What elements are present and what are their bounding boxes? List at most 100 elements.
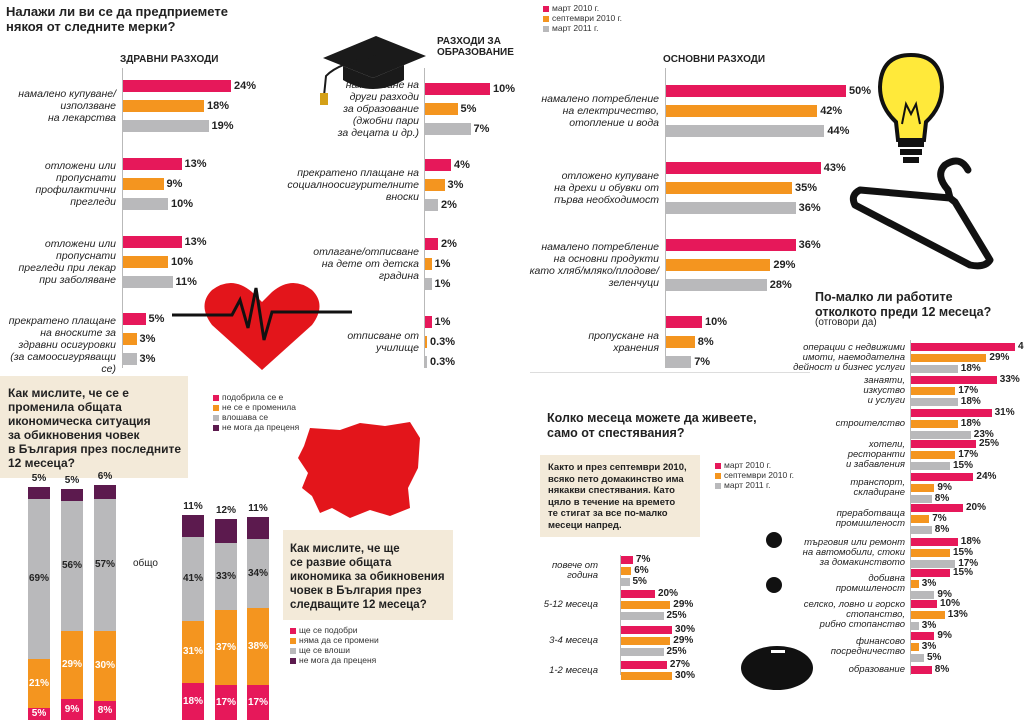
basic-bar [666,279,767,291]
basic-value-label: 42% [820,105,843,117]
education-bar [425,238,438,250]
next12-q-line-1: Как мислите, че ще [290,543,400,555]
next12-segment [182,537,204,621]
health-value-label: 3% [139,353,156,365]
work-bar [911,473,974,481]
savings-axis [620,555,621,675]
basic-bar [666,336,695,348]
top-legend-item-3: март 2011 г. [543,23,622,33]
basic-bar [666,316,702,328]
top-legend-item-2: септември 2010 г. [543,13,622,23]
health-value-label: 9% [166,178,183,190]
work-value-label: 8% [934,493,950,504]
work-value-label: 3% [921,578,937,589]
work-bar [911,376,997,384]
education-value-label: 1% [434,278,451,290]
work-bar [911,515,930,523]
health-group-label: прекратено плащане на вноските за здравни … [8,315,116,375]
work-value-label: 9% [937,630,952,641]
past12-q-line-5: в България през последните [8,442,181,456]
past12-segment [28,498,50,660]
basic-bar [666,105,818,117]
coin-icon-2 [766,577,782,593]
basic-value-label: 8% [697,336,714,348]
work-bar [911,462,950,470]
work-value-label: 23% [973,429,994,440]
savings-note-line-6: месеци напред. [548,519,622,531]
work-value-label: 25% [979,438,1000,449]
work-bar [911,549,950,557]
past12-segment-label: 30% [94,660,115,672]
work-axis [910,340,911,675]
next12-question-box [283,530,453,620]
health-value-label: 24% [234,80,257,92]
savings-group-label: 1-2 месеца [549,664,598,676]
next12-segment [215,543,237,611]
education-bar [425,179,445,191]
next12-q-line-4: човек в България през [290,585,422,597]
savings-bar [621,567,632,575]
savings-group-label: 5-12 месеца [543,599,598,610]
health-axis [122,68,123,368]
basic-bar [666,182,792,194]
basic-group-label: намалено потребление на електричество, ото… [541,93,659,129]
education-value-label: 1% [434,316,451,328]
savings-legend-item-1: март 2010 г. [715,460,794,470]
next12-segment-label: 38% [247,640,268,652]
next12-legend-item-2: няма да се промени [290,635,379,645]
work-value-label: 8% [934,664,950,675]
savings-legend: март 2010 г. септември 2010 г. март 2011… [715,460,794,490]
education-group-label: отлагане/отписване на дете от детска гради… [313,246,419,282]
education-value-label: 1% [434,258,451,270]
work-value-label: 24% [976,471,997,482]
work-value-label: 33% [999,374,1020,385]
health-value-label: 19% [211,120,234,132]
past12-segment-label: 5% [31,708,47,720]
savings-bar [621,672,672,680]
savings-group-label: повече от година [551,560,598,581]
savings-bar [621,626,672,634]
work-group-label: добивна промишленост [835,573,905,594]
work-value-label: 18% [960,536,981,547]
education-value-label: 2% [441,199,457,211]
basic-bar [666,202,796,214]
education-bar [425,278,432,290]
work-bar [911,580,919,588]
basic-bar [666,125,825,137]
health-value-label: 13% [184,158,207,170]
past12-segment-label: 69% [28,573,49,585]
next12-legend-item-4: не мога да преценя [290,655,379,665]
education-bar [425,83,490,95]
health-bar [123,198,168,210]
work-bar [911,365,958,373]
savings-note-line-3: някакви спестявания. Като [548,485,675,496]
coin-icon [766,532,782,548]
basic-bar [666,259,771,271]
health-value-label: 3% [139,333,156,345]
basic-value-label: 7% [694,356,711,368]
past12-segment [94,498,116,632]
past12-segment [61,489,83,501]
basic-bar [666,239,796,251]
next12-segment [215,610,237,686]
next12-segment-label: 37% [215,641,236,653]
work-title-line-2: отколкото преди 12 месеца? [815,305,992,319]
basic-value-label: 43% [823,162,846,174]
work-value-label: 10% [940,598,961,609]
savings-title: Колко месеца можете да живеете, само от … [547,411,757,441]
health-bar [123,313,146,325]
health-bar [123,236,182,248]
savings-value-label: 20% [658,588,679,599]
education-bar [425,258,432,270]
work-value-label: 9% [937,589,952,600]
past12-segment-label: 5% [64,475,80,487]
next12-segment-label: 31% [182,645,203,657]
past12-question: Как мислите, че се е променила общата ик… [8,386,181,470]
savings-value-label: 25% [666,646,687,657]
work-value-label: 17% [958,558,979,569]
past12-segment-label: 8% [97,704,113,716]
basic-bar [666,356,692,368]
basic-group-label: отложено купуване на дрехи и обувки от пър… [554,170,659,206]
past12-segment [61,500,83,632]
work-bar [911,484,935,492]
